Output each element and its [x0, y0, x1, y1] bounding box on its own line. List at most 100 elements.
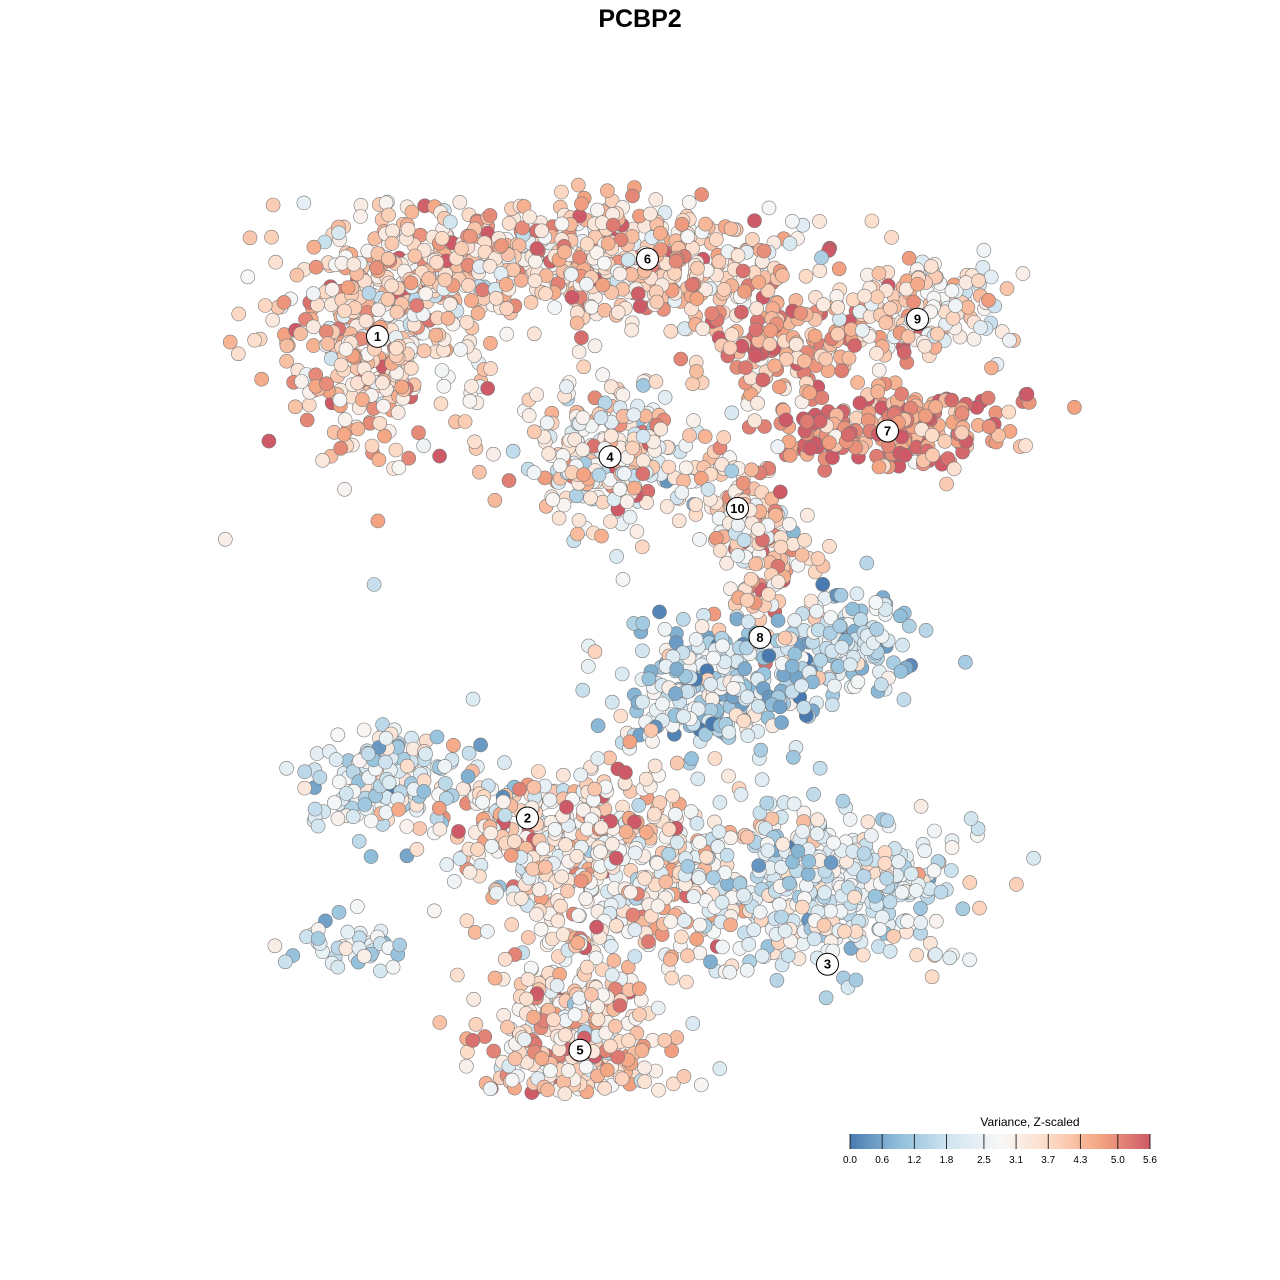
scatter-point: [778, 412, 794, 428]
scatter-point: [584, 299, 599, 315]
scatter-point: [626, 407, 642, 423]
scatter-point: [635, 643, 650, 659]
scatter-point: [378, 730, 394, 746]
scatter-point: [760, 843, 776, 858]
scatter-point: [593, 410, 609, 426]
scatter-point: [738, 360, 753, 376]
scatter-point: [494, 238, 509, 253]
scatter-point: [507, 1051, 523, 1066]
scatter-point: [369, 260, 385, 276]
cluster-label-text: 9: [914, 312, 921, 327]
scatter-point: [557, 1086, 573, 1101]
scatter-point: [607, 1019, 623, 1034]
cluster-label-text: 10: [730, 501, 744, 516]
cluster-label-2: 2: [516, 806, 539, 830]
scatter-point: [331, 225, 347, 241]
scatter-point: [773, 539, 789, 555]
scatter-point: [534, 1051, 550, 1066]
scatter-point: [465, 691, 481, 707]
scatter-point: [480, 381, 496, 396]
scatter-point: [378, 195, 394, 211]
scatter-point: [668, 807, 683, 822]
scatter-point: [521, 408, 537, 423]
scatter-point: [533, 921, 549, 937]
scatter-point: [971, 273, 986, 289]
scatter-point: [589, 245, 605, 260]
scatter-point: [349, 899, 365, 914]
scatter-point: [400, 222, 416, 237]
scatter-point: [571, 344, 587, 360]
scatter-point: [746, 922, 762, 938]
scatter-point: [559, 799, 574, 815]
scatter-point: [293, 326, 308, 341]
scatter-point: [753, 742, 769, 758]
scatter-point: [580, 659, 596, 674]
scatter-point: [495, 794, 511, 810]
scatter-point: [770, 613, 786, 628]
scatter-point: [855, 322, 870, 338]
scatter-point: [312, 770, 328, 785]
scatter-point: [694, 187, 709, 202]
scatter-point: [513, 891, 529, 906]
scatter-point: [409, 298, 425, 313]
scatter-point: [590, 718, 606, 734]
scatter-point: [810, 812, 825, 828]
scatter-point: [634, 539, 650, 555]
scatter-point: [473, 737, 488, 753]
scatter-point: [279, 353, 294, 369]
scatter-point: [864, 828, 879, 843]
scatter-point: [551, 510, 567, 526]
legend-tick-label: 1.2: [907, 1155, 921, 1166]
scatter-point: [507, 834, 522, 849]
scatter-point: [459, 315, 475, 330]
scatter-point: [673, 351, 689, 367]
scatter-point: [539, 415, 555, 431]
scatter-point: [882, 943, 898, 959]
scatter-point: [333, 440, 349, 456]
scatter-point: [807, 328, 823, 344]
scatter-point: [883, 301, 898, 316]
scatter-point: [845, 601, 861, 617]
scatter-point: [927, 823, 942, 839]
scatter-point: [680, 859, 696, 874]
scatter-point: [363, 849, 379, 864]
scatter-point: [652, 225, 668, 241]
scatter-point: [336, 427, 352, 442]
scatter-point: [657, 1033, 673, 1048]
scatter-point: [595, 367, 611, 383]
scatter-point: [319, 376, 334, 392]
scatter-point: [438, 776, 453, 791]
scatter-point: [612, 481, 628, 497]
scatter-point: [744, 462, 759, 478]
scatter-point: [721, 768, 736, 784]
scatter-point: [864, 213, 880, 229]
scatter-point: [583, 490, 598, 506]
scatter-point: [678, 460, 694, 476]
legend-title: Variance, Z-scaled: [980, 1115, 1079, 1129]
scatter-point: [676, 709, 691, 724]
scatter-point: [824, 697, 840, 713]
scatter-point: [871, 459, 887, 475]
scatter-point: [649, 294, 665, 310]
scatter-point: [841, 350, 857, 366]
scatter-point: [523, 295, 539, 310]
scatter-point: [981, 419, 997, 435]
scatter-point: [648, 192, 664, 207]
scatter-point: [571, 908, 586, 923]
scatter-point: [650, 1000, 666, 1016]
scatter-point: [787, 646, 803, 662]
scatter-point: [937, 433, 953, 449]
scatter-point: [388, 340, 404, 356]
legend-tick-label: 3.7: [1041, 1155, 1055, 1166]
scatter-point: [512, 781, 527, 797]
scatter-point: [599, 1062, 615, 1078]
cluster-label-text: 5: [576, 1043, 583, 1058]
cluster-label-8: 8: [748, 625, 772, 649]
scatter-point: [337, 412, 353, 427]
scatter-point: [330, 959, 346, 975]
scatter-point: [855, 947, 871, 963]
scatter-point: [483, 335, 498, 351]
scatter-point: [669, 755, 685, 771]
scatter-point: [874, 909, 890, 925]
